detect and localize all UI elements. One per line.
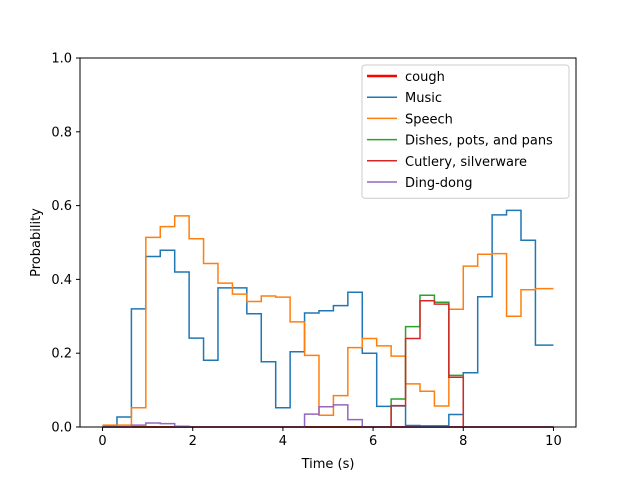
legend-label: Ding-dong xyxy=(405,176,473,191)
legend-label: Cutlery, silverware xyxy=(405,155,527,170)
x-axis: 0 2 4 6 8 10 xyxy=(98,427,561,449)
x-tick-label: 4 xyxy=(279,434,287,449)
legend: cough Music Speech Dishes, pots, and pans Cu… xyxy=(362,65,569,198)
y-tick-label: 0.4 xyxy=(51,273,72,288)
x-tick-label: 2 xyxy=(189,434,197,449)
y-tick-label: 0.6 xyxy=(51,199,72,214)
x-tick-label: 8 xyxy=(459,434,467,449)
x-tick-label: 10 xyxy=(545,434,562,449)
y-tick-label: 0.2 xyxy=(51,347,72,362)
legend-label: Music xyxy=(405,91,442,106)
series-line-speech xyxy=(103,216,554,425)
legend-label: Speech xyxy=(405,112,453,127)
y-tick-label: 0.8 xyxy=(51,125,72,140)
y-axis: 0.0 0.2 0.4 0.6 0.8 1.0 xyxy=(51,52,80,436)
x-tick-label: 0 xyxy=(98,434,106,449)
x-axis-label: Time (s) xyxy=(301,457,355,472)
legend-label: cough xyxy=(405,70,445,85)
series-line-music xyxy=(103,210,554,425)
plot-lines xyxy=(103,210,554,427)
y-tick-label: 0.0 xyxy=(51,421,72,436)
y-axis-label: Probability xyxy=(29,208,44,277)
x-tick-label: 6 xyxy=(369,434,377,449)
y-tick-label: 1.0 xyxy=(51,52,72,67)
series-line-cutlery-silverware xyxy=(103,301,554,427)
legend-label: Dishes, pots, and pans xyxy=(405,134,553,149)
